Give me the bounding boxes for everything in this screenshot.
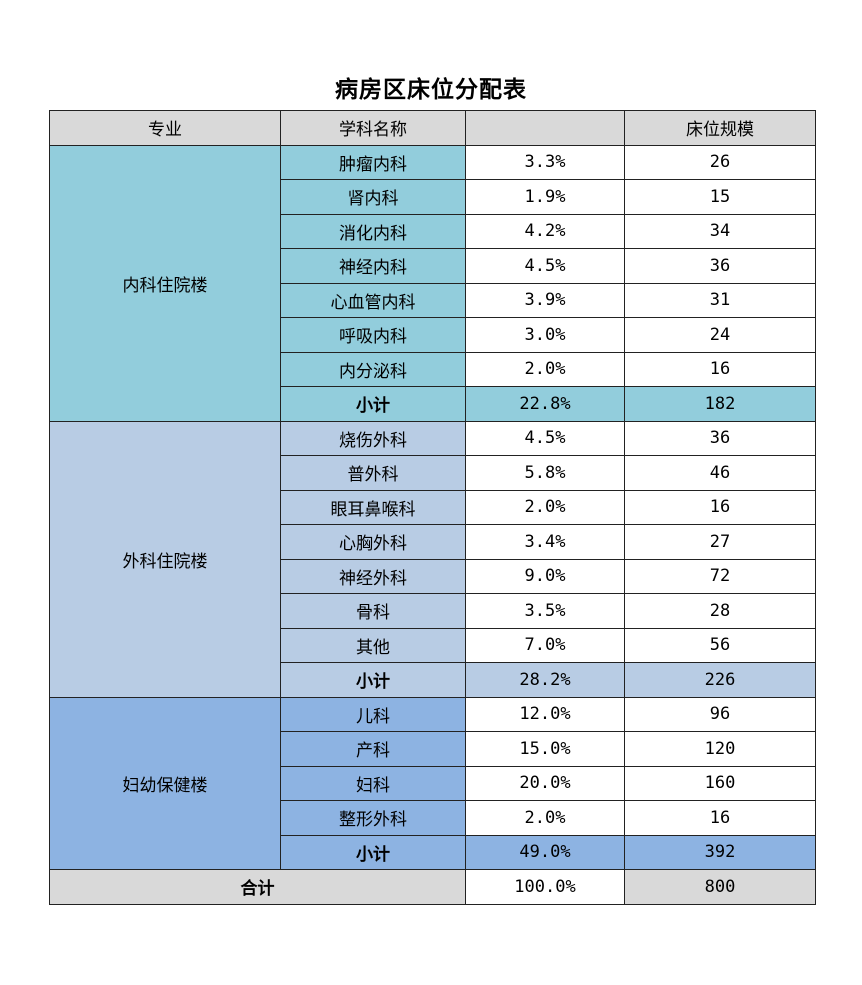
table-row: 呼吸内科 3.0% 24: [50, 317, 816, 353]
bed-allocation-table: 专业 学科名称 床位规模 内科住院楼 肿瘤内科 3.3% 26 肾内科 1.9% 15 消化内…: [49, 110, 816, 905]
percentage-cell: 15.0%: [465, 731, 625, 767]
percentage-cell: 3.4%: [465, 524, 625, 560]
subtotal-bed-count: 392: [624, 834, 816, 870]
bed-count-cell: 28: [624, 593, 816, 629]
bed-count-cell: 16: [624, 351, 816, 387]
header-specialty: 专业: [49, 110, 281, 146]
percentage-cell: 3.5%: [465, 593, 625, 629]
bed-count-cell: 15: [624, 179, 816, 215]
subtotal-label: 小计: [280, 662, 466, 698]
bed-count-cell: 31: [624, 282, 816, 318]
percentage-cell: 4.5%: [465, 420, 625, 456]
specialty-cell: 内科住院楼: [49, 144, 281, 422]
percentage-cell: 2.0%: [465, 489, 625, 525]
subtotal-row: 小计 28.2% 226: [50, 662, 816, 698]
department-cell: 肾内科: [280, 179, 466, 215]
department-cell: 儿科: [280, 696, 466, 732]
subtotal-bed-count: 182: [624, 386, 816, 422]
department-cell: 心胸外科: [280, 524, 466, 560]
department-cell: 烧伤外科: [280, 420, 466, 456]
header-percentage: [465, 110, 625, 146]
bed-count-cell: 34: [624, 213, 816, 249]
department-cell: 内分泌科: [280, 351, 466, 387]
department-cell: 神经内科: [280, 248, 466, 284]
percentage-cell: 3.0%: [465, 317, 625, 353]
department-cell: 整形外科: [280, 800, 466, 836]
bed-count-cell: 96: [624, 696, 816, 732]
department-cell: 眼耳鼻喉科: [280, 489, 466, 525]
subtotal-label: 小计: [280, 386, 466, 422]
percentage-cell: 12.0%: [465, 696, 625, 732]
percentage-cell: 5.8%: [465, 455, 625, 491]
percentage-cell: 2.0%: [465, 800, 625, 836]
subtotal-row: 小计 49.0% 392: [50, 834, 816, 870]
table-body: 内科住院楼 肿瘤内科 3.3% 26 肾内科 1.9% 15 消化内科 4.2% 34 神经内科 4.…: [49, 144, 816, 870]
bed-count-cell: 36: [624, 420, 816, 456]
header-department: 学科名称: [280, 110, 466, 146]
bed-count-cell: 46: [624, 455, 816, 491]
table-row: 内科住院楼 肿瘤内科 3.3% 26: [49, 144, 816, 422]
table-row: 消化内科 4.2% 34: [50, 213, 816, 249]
specialty-cell: 外科住院楼: [49, 420, 281, 698]
department-cell: 骨科: [280, 593, 466, 629]
bed-count-cell: 160: [624, 765, 816, 801]
percentage-cell: 4.5%: [465, 248, 625, 284]
percentage-cell: 3.3%: [465, 144, 625, 180]
subtotal-row: 小计 22.8% 182: [50, 386, 816, 422]
department-cell: 神经外科: [280, 558, 466, 594]
department-cell: 肿瘤内科: [280, 144, 466, 180]
subtotal-label: 小计: [280, 834, 466, 870]
department-cell: 呼吸内科: [280, 317, 466, 353]
header-row: 专业 学科名称 床位规模: [49, 110, 816, 146]
department-cell: 普外科: [280, 455, 466, 491]
total-percentage: 100.0%: [465, 869, 625, 905]
bed-count-cell: 24: [624, 317, 816, 353]
table-row: 妇科 20.0% 160: [50, 765, 816, 801]
total-label: 合计: [49, 869, 466, 905]
table-row: 神经外科 9.0% 72: [50, 558, 816, 594]
table-row: 心血管内科 3.9% 31: [50, 282, 816, 318]
bed-count-cell: 26: [624, 144, 816, 180]
total-bed-count: 800: [624, 869, 816, 905]
bed-count-cell: 36: [624, 248, 816, 284]
bed-count-cell: 16: [624, 800, 816, 836]
total-row: 合计 100.0% 800: [49, 869, 816, 905]
bed-count-cell: 16: [624, 489, 816, 525]
bed-count-cell: 72: [624, 558, 816, 594]
table-row: 妇幼保健楼 儿科 12.0% 96: [49, 696, 816, 870]
subtotal-percentage: 49.0%: [465, 834, 625, 870]
table-row: 眼耳鼻喉科 2.0% 16: [50, 489, 816, 525]
subtotal-bed-count: 226: [624, 662, 816, 698]
department-cell: 消化内科: [280, 213, 466, 249]
table-row: 内分泌科 2.0% 16: [50, 351, 816, 387]
percentage-cell: 1.9%: [465, 179, 625, 215]
bed-count-cell: 56: [624, 627, 816, 663]
table-row: 神经内科 4.5% 36: [50, 248, 816, 284]
table-row: 外科住院楼 烧伤外科 4.5% 36: [49, 420, 816, 698]
header-bed-count: 床位规模: [624, 110, 816, 146]
percentage-cell: 4.2%: [465, 213, 625, 249]
bed-count-cell: 27: [624, 524, 816, 560]
bed-count-cell: 120: [624, 731, 816, 767]
subtotal-percentage: 28.2%: [465, 662, 625, 698]
subtotal-percentage: 22.8%: [465, 386, 625, 422]
table-row: 肾内科 1.9% 15: [50, 179, 816, 215]
department-cell: 心血管内科: [280, 282, 466, 318]
specialty-cell: 妇幼保健楼: [49, 696, 281, 870]
department-cell: 妇科: [280, 765, 466, 801]
table-row: 心胸外科 3.4% 27: [50, 524, 816, 560]
department-cell: 其他: [280, 627, 466, 663]
table-row: 普外科 5.8% 46: [50, 455, 816, 491]
percentage-cell: 7.0%: [465, 627, 625, 663]
percentage-cell: 2.0%: [465, 351, 625, 387]
percentage-cell: 20.0%: [465, 765, 625, 801]
percentage-cell: 3.9%: [465, 282, 625, 318]
table-row: 整形外科 2.0% 16: [50, 800, 816, 836]
department-cell: 产科: [280, 731, 466, 767]
percentage-cell: 9.0%: [465, 558, 625, 594]
page-title: 病房区床位分配表: [335, 77, 527, 103]
table-row: 骨科 3.5% 28: [50, 593, 816, 629]
